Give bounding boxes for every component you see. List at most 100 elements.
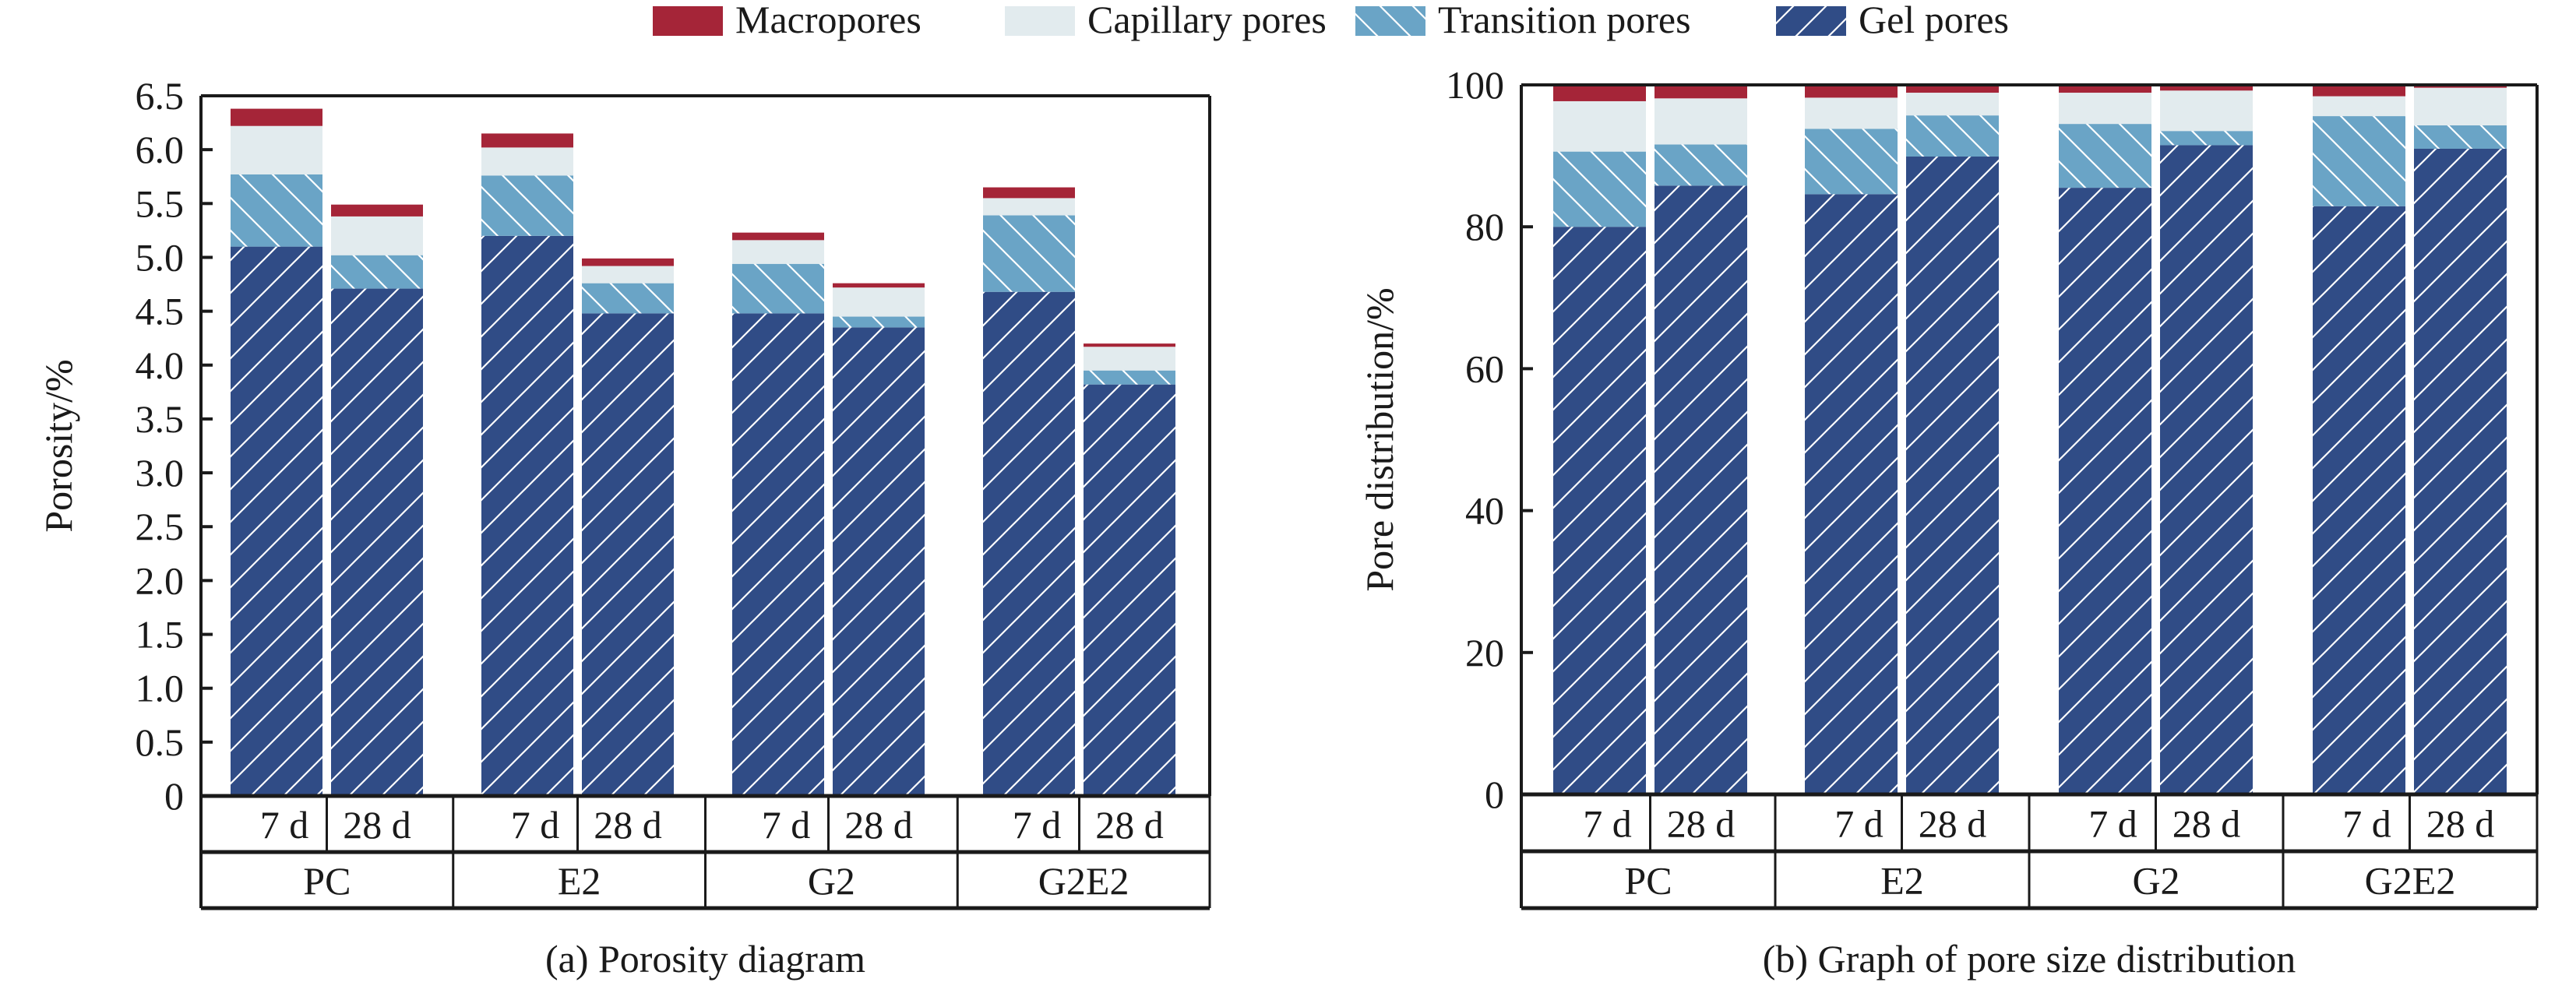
x-age-label: 28 d <box>2426 802 2495 846</box>
bar-segment-capillary-pores <box>2313 96 2405 117</box>
bar-segment-gel-pores <box>582 313 674 796</box>
bar-segment-macropores <box>231 108 322 126</box>
x-group-label: G2E2 <box>2365 859 2456 903</box>
bar-segment-gel-pores <box>2059 188 2151 795</box>
y-tick-label: 3.5 <box>136 397 185 441</box>
x-age-label: 7 d <box>2088 802 2137 846</box>
bar-stack <box>2160 85 2253 794</box>
bar-segment-macropores <box>2313 85 2405 97</box>
bar-segment-macropores <box>732 232 824 241</box>
bar-stack <box>732 232 824 796</box>
x-age-label: 7 d <box>1834 802 1884 846</box>
legend-label: Gel pores <box>1859 0 2009 41</box>
bar-segment-transition-pores <box>2059 124 2151 188</box>
bar-segment-capillary-pores <box>2414 87 2507 125</box>
bar-segment-transition-pores <box>582 283 674 314</box>
legend-item: Transition pores <box>1355 0 1691 41</box>
bar-segment-gel-pores <box>2414 148 2507 795</box>
bar-segment-capillary-pores <box>1906 93 1999 116</box>
y-tick-label: 0 <box>1485 773 1504 816</box>
y-tick-label: 2.0 <box>136 558 185 602</box>
y-tick-label: 6.0 <box>136 128 185 171</box>
bar-segment-capillary-pores <box>2059 93 2151 125</box>
bar-segment-capillary-pores <box>231 125 322 174</box>
x-age-label: 28 d <box>1095 803 1164 847</box>
x-age-label: 7 d <box>2342 802 2391 846</box>
bar-segment-transition-pores <box>1906 115 1999 157</box>
y-tick-label: 4.0 <box>136 343 185 387</box>
bar-segment-macropores <box>331 204 423 217</box>
bar-segment-capillary-pores <box>983 198 1075 216</box>
x-group-label: G2 <box>2132 859 2180 903</box>
bar-segment-gel-pores <box>231 246 322 797</box>
bar-segment-macropores <box>2059 85 2151 93</box>
bar-segment-gel-pores <box>1654 185 1747 794</box>
bar-segment-transition-pores <box>481 175 573 236</box>
y-tick-label: 5.0 <box>136 235 185 279</box>
bar-stack <box>1805 85 1898 794</box>
bar-stack <box>833 283 925 796</box>
x-age-label: 28 d <box>2173 802 2241 846</box>
bar-segment-macropores <box>2160 85 2253 91</box>
bar-segment-capillary-pores <box>1084 347 1175 371</box>
bar-segment-transition-pores <box>1654 144 1747 186</box>
bar-stack <box>1654 85 1747 794</box>
chart-porosity: 0 0.5 1.0 1.5 2.0 2.5 3.0 3.5 4.0 4.5 5.0 5.5 6.0 6.5… <box>37 74 1211 981</box>
bar-stack <box>1084 343 1175 796</box>
legend-swatch <box>653 6 723 36</box>
bar-segment-gel-pores <box>1805 194 1898 794</box>
bar-stack <box>2414 85 2507 795</box>
bar-segment-gel-pores <box>1084 384 1175 796</box>
x-age-label: 28 d <box>594 803 662 847</box>
bar-segment-gel-pores <box>481 235 573 796</box>
y-tick-label: 4.5 <box>136 290 185 333</box>
bar-segment-macropores <box>833 283 925 288</box>
legend-swatch <box>1355 6 1425 36</box>
bar-segment-gel-pores <box>331 288 423 796</box>
bar-stack <box>231 108 322 797</box>
bar-segment-transition-pores <box>732 263 824 314</box>
bar-segment-capillary-pores <box>732 240 824 264</box>
y-tick-label: 6.5 <box>136 74 185 118</box>
x-age-label: 28 d <box>343 803 411 847</box>
bar-segment-capillary-pores <box>331 216 423 255</box>
bar-segment-gel-pores <box>2313 206 2405 794</box>
bar-stack <box>1553 85 1646 794</box>
bar-stack <box>582 258 674 796</box>
y-tick-label: 2.5 <box>136 505 185 548</box>
bar-segment-gel-pores <box>1906 157 1999 795</box>
x-group-label: G2 <box>808 859 855 903</box>
x-group-label: E2 <box>1880 859 1924 903</box>
bar-segment-capillary-pores <box>1553 100 1646 152</box>
bar-segment-macropores <box>1805 85 1898 98</box>
bar-segment-capillary-pores <box>1805 97 1898 129</box>
chart-caption: (b) Graph of pore size distribution <box>1763 937 2296 981</box>
bar-segment-macropores <box>1084 343 1175 347</box>
y-tick-label: 60 <box>1465 347 1504 390</box>
bar-segment-transition-pores <box>1805 129 1898 195</box>
bar-segment-transition-pores <box>2414 125 2507 149</box>
x-group-label: PC <box>303 859 351 903</box>
y-axis-label: Pore distribution/% <box>1358 287 1401 591</box>
y-tick-label: 80 <box>1465 205 1504 248</box>
bar-segment-transition-pores <box>331 255 423 289</box>
y-tick-label: 1.0 <box>136 667 185 710</box>
bar-segment-transition-pores <box>2160 131 2253 146</box>
bar-stack <box>1906 85 1999 795</box>
x-age-label: 28 d <box>1667 802 1736 846</box>
legend-swatch <box>1776 6 1846 36</box>
bar-segment-macropores <box>1654 85 1747 99</box>
legend-item: Capillary pores <box>1005 0 1327 41</box>
bar-segment-transition-pores <box>983 215 1075 292</box>
y-tick-label: 40 <box>1465 489 1504 533</box>
bar-segment-gel-pores <box>2160 145 2253 794</box>
bar-stack <box>331 204 423 796</box>
y-tick-label: 100 <box>1446 63 1504 107</box>
bar-segment-capillary-pores <box>1654 98 1747 145</box>
x-age-label: 7 d <box>1013 803 1062 847</box>
bar-segment-transition-pores <box>2313 116 2405 206</box>
bar-stack <box>2059 85 2151 795</box>
bar-segment-macropores <box>1553 85 1646 101</box>
y-tick-label: 0.5 <box>136 720 185 764</box>
bar-segment-capillary-pores <box>833 287 925 317</box>
